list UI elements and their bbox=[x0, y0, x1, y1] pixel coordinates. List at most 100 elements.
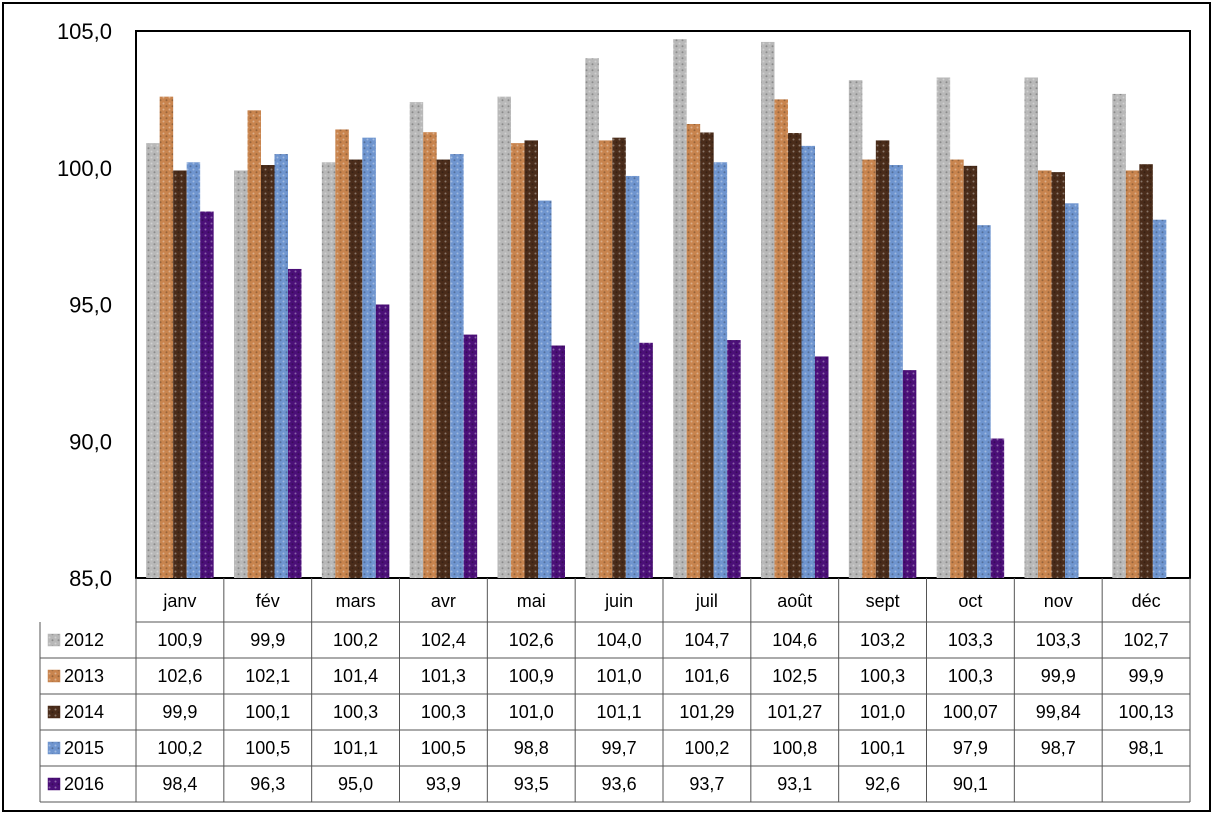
bar bbox=[1139, 164, 1153, 578]
data-label: 101,3 bbox=[421, 666, 466, 686]
bar bbox=[977, 225, 991, 578]
bar bbox=[862, 159, 876, 579]
data-label: 102,5 bbox=[772, 666, 817, 686]
data-label: 100,8 bbox=[772, 738, 817, 758]
data-label: 99,9 bbox=[250, 630, 285, 650]
data-label: 93,7 bbox=[689, 774, 724, 794]
bar bbox=[761, 41, 775, 578]
x-tick-label: août bbox=[777, 591, 812, 611]
bar bbox=[423, 132, 437, 578]
x-tick-label: juin bbox=[604, 591, 633, 611]
data-label: 93,9 bbox=[426, 774, 461, 794]
bar bbox=[788, 133, 802, 578]
x-tick-label: janv bbox=[162, 591, 196, 611]
data-label: 101,4 bbox=[333, 666, 378, 686]
data-label: 102,6 bbox=[509, 630, 554, 650]
bar bbox=[200, 211, 214, 578]
data-label: 102,6 bbox=[157, 666, 202, 686]
bar bbox=[963, 165, 978, 578]
bar bbox=[186, 162, 201, 578]
x-tick-label: mars bbox=[336, 591, 376, 611]
data-label: 93,6 bbox=[602, 774, 637, 794]
data-label: 100,3 bbox=[421, 702, 466, 722]
legend-label: 2013 bbox=[64, 666, 104, 686]
bar bbox=[511, 143, 525, 578]
y-tick-label: 100,0 bbox=[57, 156, 112, 181]
bar bbox=[801, 145, 815, 578]
legend-label: 2014 bbox=[64, 702, 104, 722]
data-label: 100,9 bbox=[157, 630, 202, 650]
data-label: 96,3 bbox=[250, 774, 285, 794]
bar bbox=[950, 159, 964, 579]
data-label: 99,9 bbox=[1129, 666, 1164, 686]
bar bbox=[524, 140, 538, 578]
data-label: 99,7 bbox=[602, 738, 637, 758]
data-label: 101,0 bbox=[509, 702, 554, 722]
data-label: 93,1 bbox=[777, 774, 812, 794]
bar bbox=[159, 96, 174, 578]
legend-swatch bbox=[47, 669, 61, 683]
bar bbox=[673, 39, 687, 578]
bar bbox=[551, 345, 565, 578]
bar bbox=[990, 438, 1005, 578]
data-label: 100,5 bbox=[245, 738, 290, 758]
bar bbox=[598, 140, 613, 578]
bar bbox=[321, 162, 336, 578]
data-label: 101,27 bbox=[767, 702, 822, 722]
bar bbox=[173, 170, 187, 579]
y-tick-label: 105,0 bbox=[57, 19, 112, 44]
bar bbox=[538, 200, 552, 578]
legend-swatch bbox=[47, 777, 61, 791]
bar bbox=[274, 154, 288, 578]
legend-label: 2016 bbox=[64, 774, 104, 794]
data-label: 104,0 bbox=[597, 630, 642, 650]
data-label: 101,0 bbox=[860, 702, 905, 722]
data-label: 98,1 bbox=[1129, 738, 1164, 758]
bar bbox=[1024, 77, 1038, 579]
x-tick-label: fév bbox=[256, 591, 280, 611]
bar bbox=[1038, 170, 1052, 579]
bar bbox=[848, 80, 863, 578]
bar bbox=[1125, 170, 1140, 579]
x-tick-label: déc bbox=[1132, 591, 1161, 611]
data-label: 102,7 bbox=[1124, 630, 1169, 650]
data-label: 103,3 bbox=[948, 630, 993, 650]
bar bbox=[700, 132, 714, 578]
data-label: 90,1 bbox=[953, 774, 988, 794]
bar bbox=[362, 137, 376, 579]
data-label: 100,2 bbox=[157, 738, 202, 758]
x-tick-label: avr bbox=[431, 591, 456, 611]
data-label: 99,84 bbox=[1036, 702, 1081, 722]
bar bbox=[889, 165, 903, 578]
data-label: 92,6 bbox=[865, 774, 900, 794]
y-tick-label: 85,0 bbox=[69, 566, 112, 591]
bar bbox=[585, 58, 599, 579]
bar bbox=[815, 356, 829, 578]
bar bbox=[639, 342, 653, 578]
bar bbox=[686, 123, 701, 579]
bar bbox=[1152, 219, 1167, 578]
data-label: 100,3 bbox=[333, 702, 378, 722]
data-label: 100,5 bbox=[421, 738, 466, 758]
bar bbox=[1065, 203, 1079, 578]
data-label: 95,0 bbox=[338, 774, 373, 794]
bar bbox=[936, 77, 951, 579]
data-label: 100,2 bbox=[684, 738, 729, 758]
data-label: 98,4 bbox=[162, 774, 197, 794]
legend-label: 2012 bbox=[64, 630, 104, 650]
bar bbox=[375, 304, 390, 578]
data-label: 101,29 bbox=[679, 702, 734, 722]
bar bbox=[713, 162, 728, 578]
bar bbox=[335, 129, 349, 578]
data-label: 101,1 bbox=[333, 738, 378, 758]
bar bbox=[261, 165, 275, 578]
y-tick-label: 90,0 bbox=[69, 429, 112, 454]
bar bbox=[1051, 172, 1065, 578]
bar bbox=[288, 268, 302, 578]
data-label: 101,1 bbox=[597, 702, 642, 722]
bar bbox=[875, 140, 890, 578]
bar bbox=[146, 143, 160, 578]
bar bbox=[1112, 93, 1126, 578]
data-label: 104,7 bbox=[684, 630, 729, 650]
